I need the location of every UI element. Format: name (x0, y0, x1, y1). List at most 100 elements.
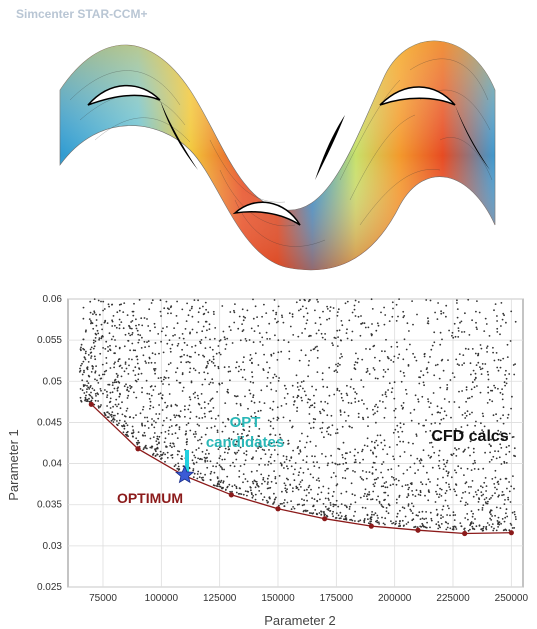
cfd-point (390, 391, 393, 394)
cfd-point (508, 373, 511, 375)
cfd-point (180, 457, 183, 460)
cfd-point (246, 480, 249, 483)
cfd-point (81, 379, 84, 382)
optimum-star-icon (175, 465, 195, 484)
cfd-point (375, 329, 378, 332)
cfd-point (339, 363, 341, 366)
cfd-point (485, 323, 488, 325)
cfd-point (169, 362, 172, 364)
cfd-point (80, 364, 82, 367)
cfd-point (429, 511, 432, 514)
cfd-point (381, 516, 383, 519)
cfd-point (499, 478, 502, 481)
cfd-point (298, 309, 300, 312)
cfd-point (103, 373, 106, 376)
cfd-point (251, 493, 253, 496)
cfd-point (289, 419, 291, 422)
cfd-point (218, 340, 221, 342)
cfd-point (470, 469, 473, 471)
cfd-point (287, 439, 290, 442)
cfd-point (383, 416, 386, 419)
cfd-point (270, 388, 273, 391)
cfd-point (155, 440, 158, 442)
cfd-point (163, 307, 166, 310)
cfd-point (353, 364, 356, 366)
cfd-point (513, 527, 516, 529)
cfd-point (86, 380, 88, 383)
cfd-point (513, 511, 516, 513)
cfd-point (174, 432, 177, 435)
cfd-point (109, 348, 111, 351)
cfd-point (209, 346, 212, 349)
cfd-point (141, 387, 144, 389)
cfd-point (429, 299, 432, 302)
cfd-point (310, 488, 312, 491)
cfd-point (494, 450, 496, 452)
cfd-point (306, 401, 309, 404)
cfd-point (384, 391, 387, 393)
cfd-point (507, 498, 510, 501)
cfd-point (214, 364, 216, 367)
cfd-point (490, 526, 493, 528)
cfd-point (162, 383, 164, 385)
cfd-point (499, 359, 502, 362)
cfd-point (130, 386, 133, 388)
cfd-point (417, 400, 420, 403)
cfd-point (513, 447, 516, 450)
cfd-point (281, 316, 284, 318)
cfd-point (94, 370, 97, 373)
cfd-point (373, 478, 376, 481)
cfd-point (491, 523, 494, 525)
cfd-point (95, 365, 97, 367)
cfd-point (114, 324, 116, 327)
cfd-point (466, 503, 469, 505)
cfd-point (474, 491, 477, 493)
cfd-point (395, 502, 398, 504)
cfd-point (97, 299, 100, 302)
cfd-point (189, 429, 192, 432)
cfd-point (89, 394, 92, 397)
cfd-point (147, 325, 150, 327)
cfd-point (456, 316, 459, 319)
cfd-point (101, 373, 104, 376)
cfd-point (161, 394, 164, 396)
cfd-point (296, 410, 298, 412)
cfd-point (300, 396, 303, 399)
cfd-point (109, 397, 112, 400)
cfd-point (176, 322, 179, 325)
cfd-point (434, 501, 437, 503)
cfd-point (126, 314, 129, 316)
cfd-point (473, 528, 476, 531)
cfd-point (212, 382, 214, 384)
cfd-point (89, 348, 92, 351)
cfd-point (464, 347, 467, 350)
cfd-point (467, 446, 470, 449)
cfd-point (227, 418, 230, 421)
cfd-point (123, 302, 126, 304)
cfd-point (403, 338, 406, 341)
cfd-point (291, 315, 294, 318)
cfd-point (250, 357, 253, 360)
cfd-point (469, 528, 471, 531)
cfd-point (485, 347, 488, 349)
cfd-point (87, 361, 90, 363)
cfd-point (474, 518, 476, 520)
cfd-point (419, 458, 422, 460)
cfd-point (446, 388, 448, 391)
cfd-point (289, 483, 292, 486)
cfd-point (482, 435, 485, 438)
cfd-point (324, 455, 327, 458)
cfd-point (295, 374, 298, 377)
cfd-point (258, 445, 261, 448)
cfd-point (239, 446, 242, 449)
cfd-point (196, 423, 199, 426)
cfd-point (312, 421, 315, 424)
cfd-point (244, 316, 247, 319)
cfd-point (458, 353, 461, 355)
cfd-point (229, 464, 232, 467)
cfd-point (397, 465, 400, 467)
cfd-point (343, 411, 346, 414)
cfd-point (493, 483, 496, 485)
cfd-point (299, 481, 302, 483)
cfd-point (179, 381, 182, 384)
